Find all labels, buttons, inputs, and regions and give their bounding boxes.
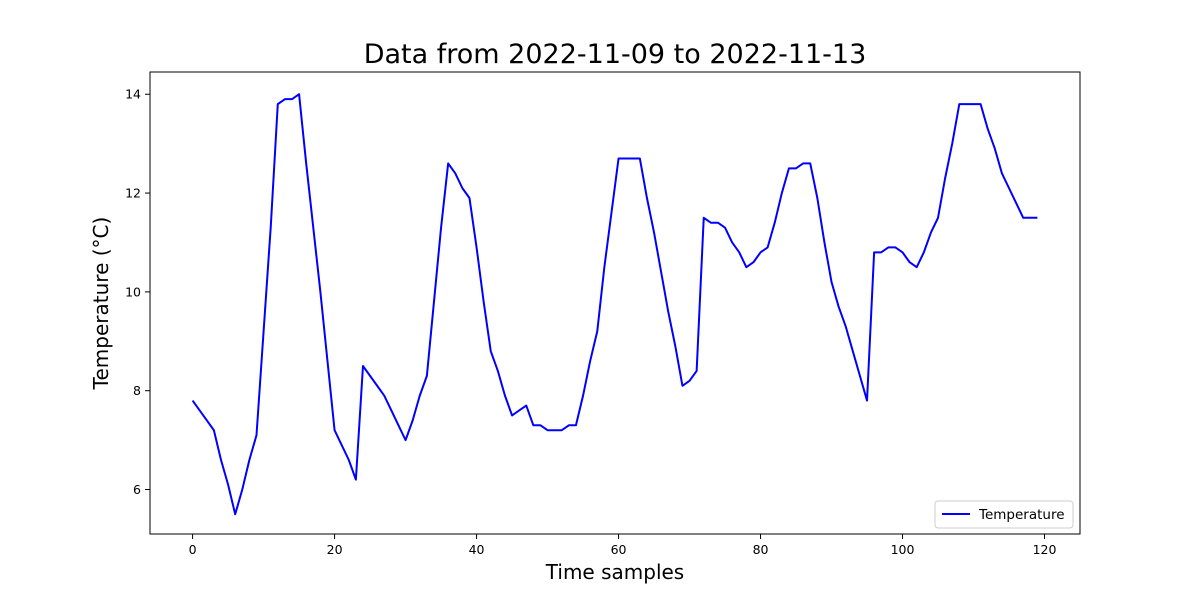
legend-box — [934, 500, 1074, 529]
x-tick-label: 40 — [469, 542, 485, 557]
series-layer — [191, 93, 1038, 516]
y-tick-label: 6 — [133, 482, 141, 497]
x-tick-label: 60 — [611, 542, 627, 557]
plot-area — [149, 71, 1081, 535]
x-tick-label: 100 — [891, 542, 915, 557]
y-axis-title: Temperature (°C) — [89, 217, 113, 391]
x-tick-label: 120 — [1033, 542, 1057, 557]
x-tick-label: 0 — [189, 542, 197, 557]
x-axis-title: Time samples — [545, 560, 684, 584]
y-tick-label: 8 — [133, 383, 141, 398]
legend: Temperature — [934, 500, 1074, 529]
y-tick-label: 10 — [125, 284, 141, 299]
x-tick-label: 20 — [327, 542, 343, 557]
x-tick-label: 80 — [753, 542, 769, 557]
y-axis: 6 8 10 12 14 — [125, 87, 150, 497]
y-tick-label: 12 — [125, 186, 141, 201]
x-axis: 0 20 40 60 80 100 120 — [189, 534, 1057, 557]
legend-label-temperature: Temperature — [978, 507, 1065, 523]
chart-title: Data from 2022-11-09 to 2022-11-13 — [364, 39, 867, 70]
series-line-temperature — [191, 93, 1038, 516]
y-tick-label: 14 — [125, 87, 141, 102]
